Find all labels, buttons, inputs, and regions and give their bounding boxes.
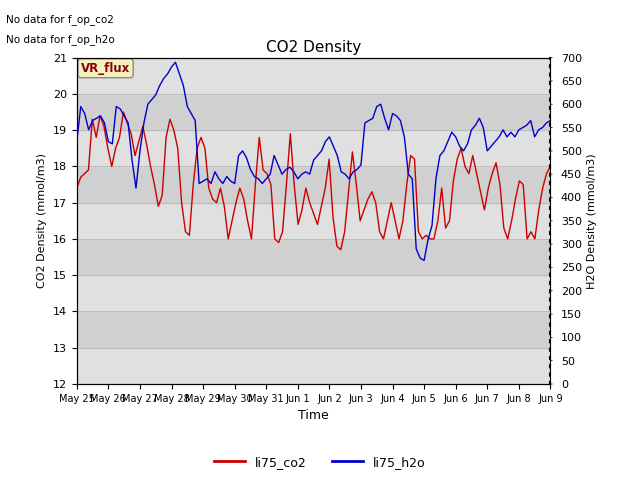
Y-axis label: CO2 Density (mmol/m3): CO2 Density (mmol/m3) bbox=[37, 153, 47, 288]
Title: CO2 Density: CO2 Density bbox=[266, 40, 361, 55]
Bar bbox=[77, 348, 550, 384]
Bar bbox=[77, 167, 550, 203]
Bar bbox=[77, 203, 550, 239]
Text: No data for f_op_co2: No data for f_op_co2 bbox=[6, 14, 115, 25]
Bar bbox=[77, 130, 550, 167]
Legend: li75_co2, li75_h2o: li75_co2, li75_h2o bbox=[209, 451, 431, 474]
Bar bbox=[77, 239, 550, 275]
Bar bbox=[77, 312, 550, 348]
X-axis label: Time: Time bbox=[298, 409, 329, 422]
Text: No data for f_op_h2o: No data for f_op_h2o bbox=[6, 34, 115, 45]
Bar bbox=[77, 58, 550, 94]
Y-axis label: H2O Density (mmol/m3): H2O Density (mmol/m3) bbox=[588, 153, 598, 288]
Bar bbox=[77, 94, 550, 130]
Bar bbox=[77, 275, 550, 312]
Text: VR_flux: VR_flux bbox=[81, 62, 130, 75]
